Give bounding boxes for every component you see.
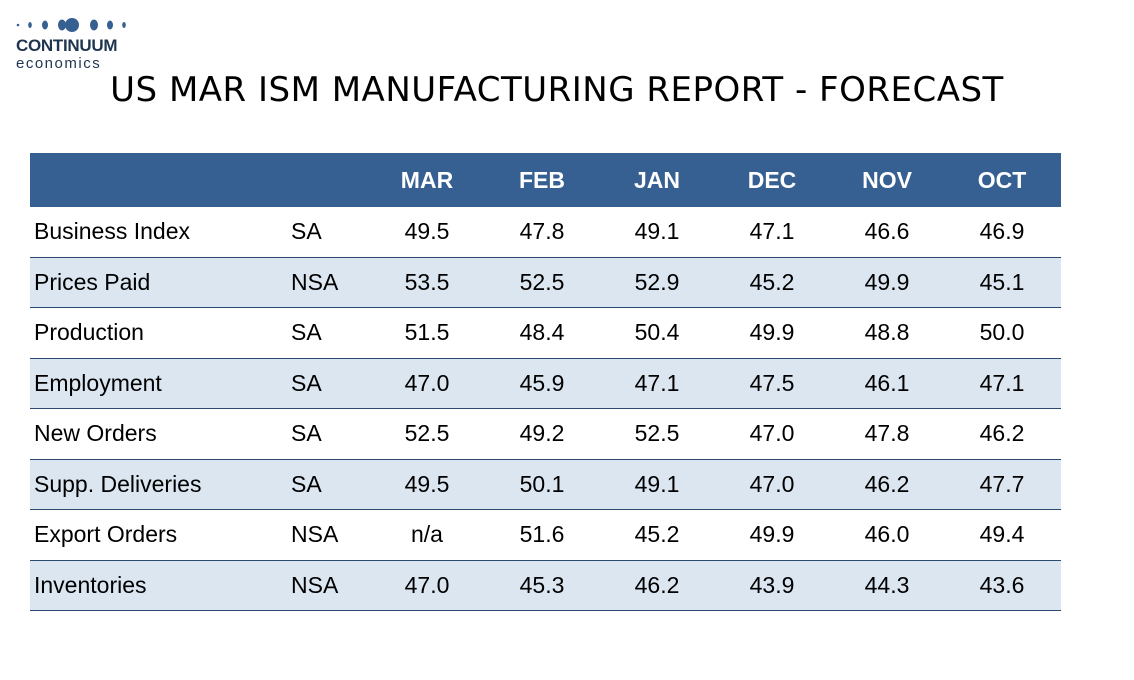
row-label: Supp. Deliveries xyxy=(34,470,202,497)
table-cell: 45.2 xyxy=(749,268,795,295)
table-cell: 53.5 xyxy=(404,268,450,295)
table-cell: 47.1 xyxy=(749,218,795,245)
table-cell: 47.0 xyxy=(749,420,795,447)
table-cell: 49.2 xyxy=(519,420,565,447)
table-cell: 45.1 xyxy=(979,268,1025,295)
table-cell: 49.1 xyxy=(634,218,680,245)
table-cell: 45.9 xyxy=(519,369,565,396)
table-cell: 49.9 xyxy=(749,521,795,548)
table-cell: 50.4 xyxy=(634,319,680,346)
forecast-table: MAR FEB JAN DEC NOV OCT Business Index SA… xyxy=(30,153,1061,611)
table-row: Inventories NSA 47.0 45.3 46.2 43.9 44.3 43.6 xyxy=(30,560,1061,611)
table-row: Business Index SA 49.5 47.8 49.1 47.1 46.6 46.9 xyxy=(30,207,1061,258)
table-cell: 43.6 xyxy=(979,571,1025,598)
seasonal-adjustment: SA xyxy=(291,369,322,396)
table-cell: 52.5 xyxy=(634,420,680,447)
table-cell: 52.5 xyxy=(404,420,450,447)
table-header: MAR FEB JAN DEC NOV OCT xyxy=(30,153,1061,207)
table-cell: 49.5 xyxy=(404,470,450,497)
table-cell: 46.9 xyxy=(979,218,1025,245)
table-cell: 48.4 xyxy=(519,319,565,346)
table-cell: 50.1 xyxy=(519,470,565,497)
table-cell: 49.9 xyxy=(864,268,910,295)
seasonal-adjustment: SA xyxy=(291,319,322,346)
table-cell: 46.1 xyxy=(864,369,910,396)
column-header: FEB xyxy=(519,166,565,193)
table-cell: 47.8 xyxy=(519,218,565,245)
table-row: Employment SA 47.0 45.9 47.1 47.5 46.1 47.1 xyxy=(30,358,1061,409)
column-header: MAR xyxy=(400,166,454,193)
table-cell: 43.9 xyxy=(749,571,795,598)
table-row: New Orders SA 52.5 49.2 52.5 47.0 47.8 46.2 xyxy=(30,409,1061,460)
row-label: Inventories xyxy=(34,571,147,598)
table-cell: n/a xyxy=(411,521,443,548)
table-cell: 47.0 xyxy=(404,369,450,396)
row-label: Prices Paid xyxy=(34,268,151,295)
column-header: OCT xyxy=(977,166,1027,193)
logo-wordmark: CONTINUUM xyxy=(16,36,118,55)
table-row: Production SA 51.5 48.4 50.4 49.9 48.8 50.0 xyxy=(30,308,1061,359)
seasonal-adjustment: SA xyxy=(291,420,322,447)
table-cell: 47.7 xyxy=(979,470,1025,497)
table-cell: 45.2 xyxy=(634,521,680,548)
table-cell: 48.8 xyxy=(864,319,910,346)
seasonal-adjustment: SA xyxy=(291,470,322,497)
table-cell: 49.4 xyxy=(979,521,1025,548)
table-body: Business Index SA 49.5 47.8 49.1 47.1 46.6 46.9… xyxy=(30,207,1061,611)
column-header: NOV xyxy=(862,166,912,193)
column-header: JAN xyxy=(633,166,680,193)
table-cell: 51.5 xyxy=(404,319,450,346)
row-label: New Orders xyxy=(34,420,157,447)
table-cell: 47.0 xyxy=(404,571,450,598)
table-cell: 51.6 xyxy=(519,521,565,548)
table-cell: 50.0 xyxy=(979,319,1025,346)
table-cell: 49.5 xyxy=(404,218,450,245)
table-cell: 52.5 xyxy=(519,268,565,295)
table-cell: 49.9 xyxy=(749,319,795,346)
table-cell: 46.0 xyxy=(864,521,910,548)
page-title: US MAR ISM MANUFACTURING REPORT - FORECA… xyxy=(110,70,1004,110)
table-cell: 46.6 xyxy=(864,218,910,245)
table-cell: 46.2 xyxy=(864,470,910,497)
company-logo: CONTINUUM economics xyxy=(14,12,144,74)
table-cell: 44.3 xyxy=(864,571,910,598)
table-cell: 49.1 xyxy=(634,470,680,497)
logo-dots-icon xyxy=(16,18,126,32)
logo-subtitle: economics xyxy=(16,55,102,72)
table-cell: 45.3 xyxy=(519,571,565,598)
table-cell: 47.8 xyxy=(864,420,910,447)
row-label: Export Orders xyxy=(34,521,178,548)
table-row: Prices Paid NSA 53.5 52.5 52.9 45.2 49.9 45.1 xyxy=(30,257,1061,308)
row-label: Business Index xyxy=(34,218,190,245)
table-cell: 46.2 xyxy=(979,420,1025,447)
table-cell: 52.9 xyxy=(634,268,680,295)
row-label: Production xyxy=(34,319,144,346)
seasonal-adjustment: SA xyxy=(291,218,322,245)
table-row: Export Orders NSA n/a 51.6 45.2 49.9 46.0 49.4 xyxy=(30,510,1061,561)
seasonal-adjustment: NSA xyxy=(291,521,339,548)
table-cell: 47.1 xyxy=(634,369,680,396)
row-label: Employment xyxy=(34,369,162,396)
seasonal-adjustment: NSA xyxy=(291,268,339,295)
table-cell: 47.5 xyxy=(749,369,795,396)
table-cell: 46.2 xyxy=(634,571,680,598)
table-row: Supp. Deliveries SA 49.5 50.1 49.1 47.0 46.2 47… xyxy=(30,459,1061,510)
seasonal-adjustment: NSA xyxy=(291,571,339,598)
table-cell: 47.0 xyxy=(749,470,795,497)
table-cell: 47.1 xyxy=(979,369,1025,396)
column-header: DEC xyxy=(747,166,797,193)
